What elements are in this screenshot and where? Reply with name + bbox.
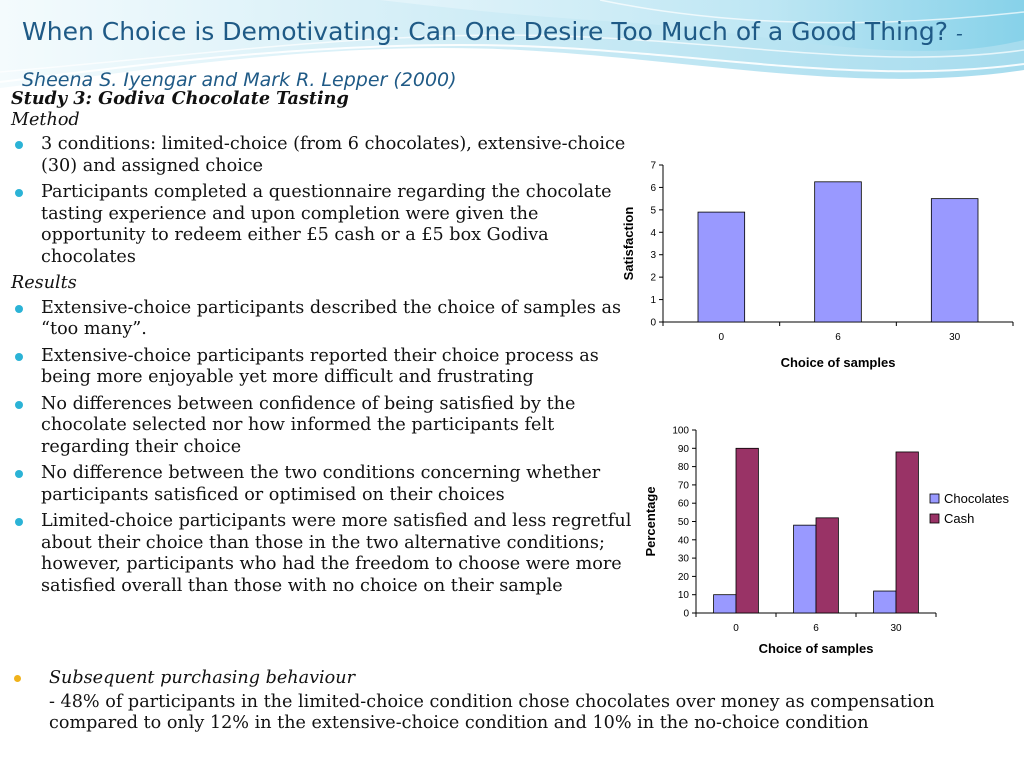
y-tick-label: 50 [678,517,690,528]
x-tick-label: 30 [890,623,902,634]
x-tick-label: 6 [813,623,819,634]
x-axis-title: Choice of samples [781,355,896,370]
percentage-chart: 0 10 20 30 40 50 60 70 80 90 100 0 6 30 Choice of samp… [640,420,1024,665]
x-tick-label: 30 [949,332,961,343]
y-tick-label: 20 [678,572,690,583]
legend-label-cash: Cash [944,511,974,526]
y-tick-label: 40 [678,535,690,546]
slide-title: When Choice is Demotivating: Can One Des… [22,10,1002,102]
results-list: Extensive-choice participants described … [11,298,636,598]
results-bullet: Limited-choice participants were more sa… [11,511,636,597]
y-tick-label: 100 [672,426,689,437]
y-tick-label: 3 [650,250,656,261]
purchasing-heading: Subsequent purchasing behaviour [14,668,1004,689]
bar-chocolates-30 [873,590,897,614]
results-bullet: Extensive-choice participants described … [11,298,636,341]
satisfaction-chart: 0 1 2 3 4 5 6 7 0 6 30 Choice of samples Satisfactio… [620,155,1020,380]
method-list: 3 conditions: limited-choice (from 6 cho… [11,134,636,268]
satisfaction-chart-svg: 0 1 2 3 4 5 6 7 0 6 30 Choice of samples Satisfactio… [621,161,1014,370]
method-bullet: 3 conditions: limited-choice (from 6 cho… [11,134,636,177]
body-text: Study 3: Godiva Chocolate Tasting Method… [11,88,636,602]
bar-cash-6 [815,517,839,614]
bar-chocolates-0 [713,594,737,614]
purchasing-section: Subsequent purchasing behaviour - 48% of… [14,668,1004,734]
title-author: -Sheena S. Iyengar and Mark R. Lepper (2… [22,23,963,91]
y-axis-title: Percentage [643,486,658,556]
x-tick-label: 6 [835,332,841,343]
legend-swatch-cash [929,513,940,524]
bar-cash-0 [735,447,759,614]
y-tick-label: 90 [678,444,690,455]
results-bullet: No differences between confidence of bei… [11,394,636,459]
y-tick-label: 7 [650,161,656,172]
bar-series-0 [697,211,746,323]
percentage-chart-svg: 0 10 20 30 40 50 60 70 80 90 100 0 6 30 Choice of samp… [643,426,1010,657]
y-tick-label: 0 [650,318,656,329]
purchasing-text: - 48% of participants in the limited-cho… [49,692,935,733]
x-tick-label: 0 [719,332,725,343]
bar-cash-30 [895,451,919,614]
y-tick-label: 5 [650,205,656,216]
method-bullet: Participants completed a questionnaire r… [11,182,636,268]
results-bullet: Extensive-choice participants reported t… [11,346,636,389]
legend-swatch-chocolates [929,493,940,504]
y-tick-label: 70 [678,480,690,491]
title-main: When Choice is Demotivating: Can One Des… [22,17,948,46]
y-tick-label: 2 [650,273,656,284]
y-tick-label: 10 [678,590,690,601]
results-heading: Results [11,273,77,293]
bar-chocolates-6 [793,524,817,614]
method-heading: Method [11,109,80,130]
y-axis-title: Satisfaction [621,207,636,281]
x-axis-title: Choice of samples [759,641,874,656]
y-tick-label: 6 [650,183,656,194]
bar-series-6 [814,181,862,323]
bar-series-30 [930,198,979,323]
results-bullet: No difference between the two conditions… [11,463,636,506]
legend-label-chocolates: Chocolates [944,491,1010,506]
y-tick-label: 60 [678,499,690,510]
study-heading: Study 3: Godiva Chocolate Tasting [11,88,349,109]
y-tick-label: 30 [678,554,690,565]
y-tick-label: 1 [650,295,656,306]
y-tick-label: 80 [678,462,690,473]
y-tick-label: 4 [650,228,656,239]
y-tick-label: 0 [683,609,689,620]
x-tick-label: 0 [733,623,739,634]
